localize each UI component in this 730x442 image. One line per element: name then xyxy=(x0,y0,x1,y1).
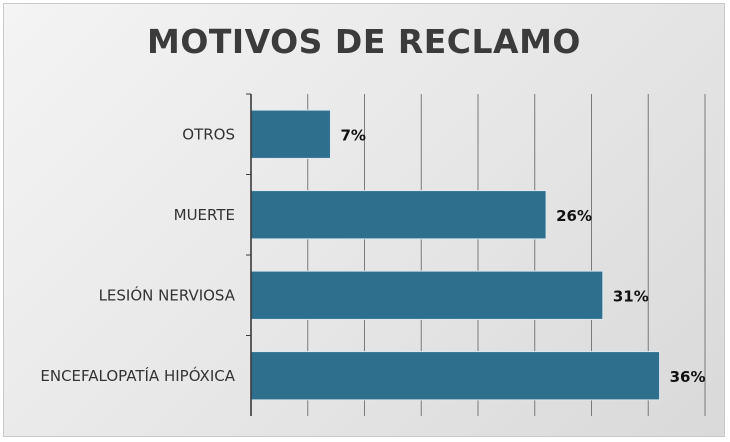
chart-frame: MOTIVOS DE RECLAMO OTROS 7% MUERTE 26% LESIÓ… xyxy=(3,3,725,437)
bar xyxy=(250,109,331,159)
bar xyxy=(250,351,661,401)
data-label: 7% xyxy=(340,126,365,144)
data-label: 26% xyxy=(556,207,592,225)
data-label: 31% xyxy=(613,287,649,305)
axes xyxy=(246,93,252,416)
bar-chart-plot: OTROS 7% MUERTE 26% LESIÓN NERVIOSA 31% ENCEFA… xyxy=(40,93,706,416)
chart-title: MOTIVOS DE RECLAMO xyxy=(146,22,581,61)
category-label: LESIÓN NERVIOSA xyxy=(99,285,236,304)
labels: OTROS 7% MUERTE 26% LESIÓN NERVIOSA 31% ENCEFA… xyxy=(40,125,705,386)
category-label: MUERTE xyxy=(174,206,235,224)
bar xyxy=(250,270,604,320)
bars xyxy=(250,109,661,401)
bar xyxy=(250,190,547,240)
category-label: OTROS xyxy=(182,125,235,143)
data-label: 36% xyxy=(670,368,706,386)
category-label: ENCEFALOPATÍA HIPÓXICA xyxy=(40,366,235,385)
